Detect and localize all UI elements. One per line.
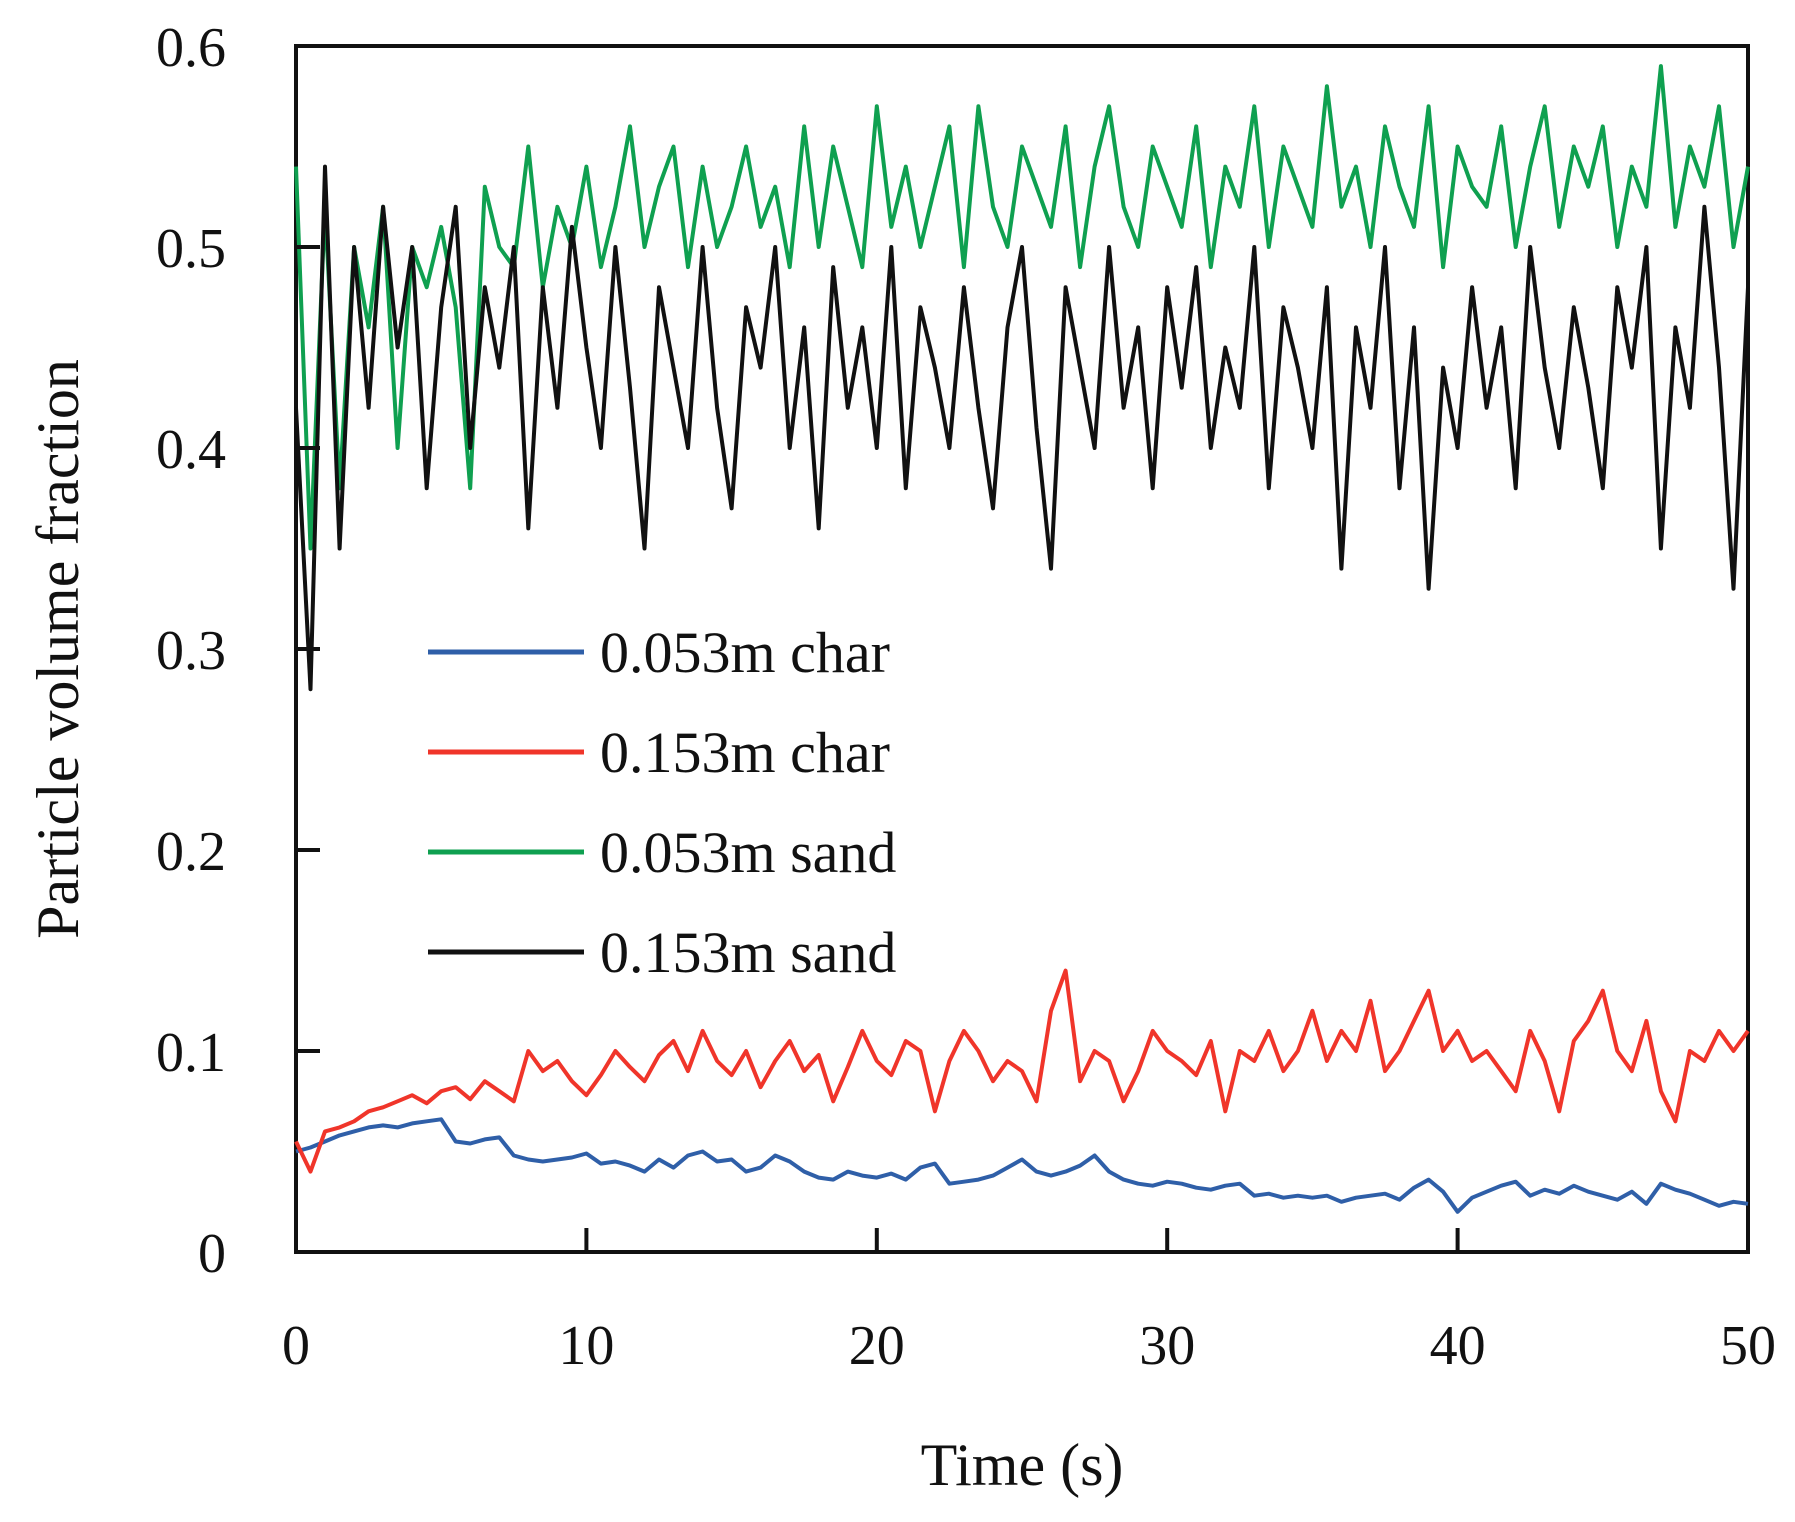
y-tick-label: 0.6 bbox=[156, 17, 226, 79]
y-tick-label: 0.3 bbox=[156, 620, 226, 682]
y-axis-title: Particle volume fraction bbox=[25, 359, 91, 939]
y-tick-label: 0.4 bbox=[156, 419, 226, 481]
x-tick-label: 40 bbox=[1430, 1315, 1486, 1377]
y-axis: 0 0.1 0.2 0.3 0.4 0.5 0.6 bbox=[156, 17, 320, 1285]
series-line-3 bbox=[294, 64, 1750, 551]
series-layer bbox=[294, 64, 1750, 1214]
series-line-4 bbox=[294, 164, 1750, 692]
x-tick-label: 30 bbox=[1139, 1315, 1195, 1377]
x-tick-label: 20 bbox=[849, 1315, 905, 1377]
legend-label: 0.153m sand bbox=[600, 920, 896, 985]
legend-label: 0.053m sand bbox=[600, 820, 896, 885]
legend-item: 0.053m sand bbox=[428, 820, 896, 885]
y-tick-label: 0.2 bbox=[156, 821, 226, 883]
x-tick-label: 50 bbox=[1720, 1315, 1776, 1377]
y-tick-label: 0 bbox=[198, 1223, 226, 1285]
y-tick-label: 0.5 bbox=[156, 218, 226, 280]
legend: 0.053m char 0.153m char 0.053m sand 0.153m … bbox=[428, 620, 896, 985]
legend-item: 0.053m char bbox=[428, 620, 890, 685]
legend-item: 0.153m sand bbox=[428, 920, 896, 985]
y-tick-label: 0.1 bbox=[156, 1022, 226, 1084]
series-line-2 bbox=[294, 968, 1750, 1174]
x-tick-label: 10 bbox=[558, 1315, 614, 1377]
legend-label: 0.053m char bbox=[600, 620, 890, 685]
series-line-1 bbox=[295, 1117, 1749, 1214]
x-axis: 0 10 20 30 40 50 bbox=[282, 1228, 1776, 1377]
legend-item: 0.153m char bbox=[428, 720, 890, 785]
legend-label: 0.153m char bbox=[600, 720, 890, 785]
x-axis-title: Time (s) bbox=[921, 1432, 1124, 1498]
x-tick-label: 0 bbox=[282, 1315, 310, 1377]
